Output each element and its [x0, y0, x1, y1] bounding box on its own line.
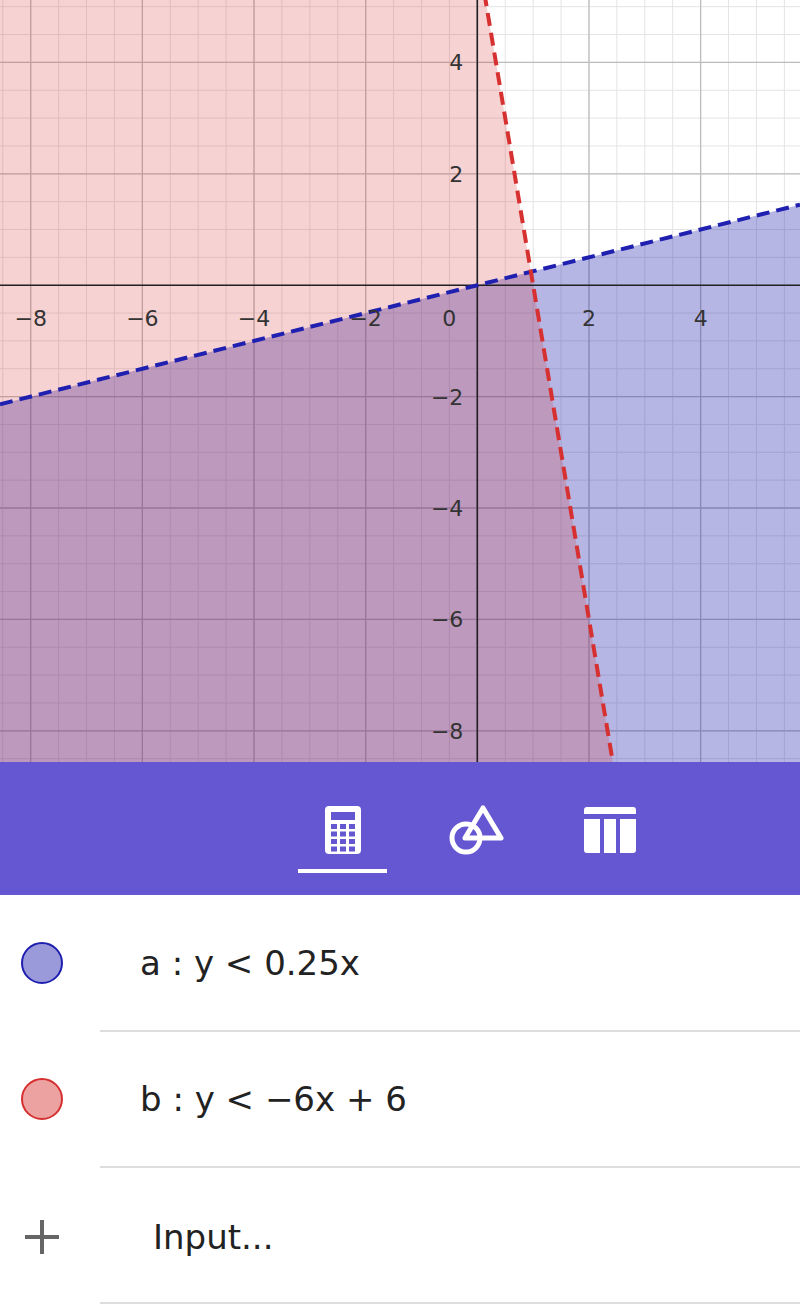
visibility-toggle[interactable] — [22, 1079, 62, 1119]
boundary-line — [0, 0, 800, 762]
inequality-region — [0, 0, 800, 762]
x-tick-label: −2 — [349, 306, 381, 331]
plus-icon — [40, 1220, 44, 1254]
minor-grid — [0, 285, 800, 286]
calculator-key — [340, 839, 346, 844]
calculator-key — [340, 847, 346, 852]
calculator-key — [349, 832, 355, 837]
table-line — [600, 819, 604, 853]
separator — [100, 1030, 800, 1032]
table-icon — [584, 807, 636, 853]
page: −8 −6 −4 −2 0 2 4 −8 −6 −4 −2 2 4 a : y < 0.25x b : y … — [0, 0, 800, 1315]
calculator-key — [331, 839, 337, 844]
calculator-key — [331, 847, 337, 852]
table-tab[interactable] — [584, 807, 636, 853]
boundary-line — [0, 205, 800, 405]
geometry-tab[interactable] — [452, 808, 501, 852]
y-tick-label: 2 — [449, 162, 463, 187]
separator — [100, 1302, 800, 1304]
algebra-list: a : y < 0.25x b : y < −6x + 6 Input... — [22, 943, 800, 1303]
toolbar — [0, 762, 800, 895]
minor-grid — [477, 0, 478, 762]
y-tick-label: −8 — [431, 719, 463, 744]
calculator-key — [340, 832, 346, 837]
y-tick-label: −4 — [431, 496, 463, 521]
input-row[interactable]: Input... — [25, 1217, 800, 1303]
tab-underline — [298, 869, 387, 873]
y-axis — [477, 0, 479, 762]
regions — [0, 0, 800, 762]
separator — [100, 1166, 800, 1168]
x-tick-label: −4 — [238, 306, 270, 331]
y-tick-label: −6 — [431, 607, 463, 632]
algebra-row[interactable]: b : y < −6x + 6 — [22, 1079, 800, 1167]
x-tick-label: −8 — [14, 306, 46, 331]
calculator-key — [349, 847, 355, 852]
y-tick-label: −2 — [431, 385, 463, 410]
toolbar-bg — [0, 762, 800, 895]
tick-labels: −8 −6 −4 −2 0 2 4 −8 −6 −4 −2 2 4 — [14, 50, 707, 743]
calculator-screen — [331, 812, 355, 820]
visibility-toggle[interactable] — [22, 943, 62, 983]
expression: b : y < −6x + 6 — [140, 1079, 407, 1119]
calculator-icon — [325, 806, 361, 854]
expression: a : y < 0.25x — [140, 943, 360, 983]
x-tick-label: 2 — [582, 306, 596, 331]
x-tick-label: 4 — [694, 306, 708, 331]
calculator-key — [349, 839, 355, 844]
table-line — [584, 814, 636, 819]
calculator-key — [331, 824, 337, 829]
algebra-row[interactable]: a : y < 0.25x — [22, 943, 800, 1031]
axes — [0, 0, 800, 762]
grid-line — [477, 0, 478, 762]
calculator-key — [331, 832, 337, 837]
calculator-key — [349, 824, 355, 829]
input-placeholder: Input... — [153, 1217, 273, 1257]
x-tick-label: 0 — [442, 306, 456, 331]
y-tick-label: 4 — [449, 50, 463, 75]
calculator-key — [340, 824, 346, 829]
boundaries — [0, 0, 800, 762]
x-tick-label: −6 — [126, 306, 158, 331]
table-line — [616, 819, 620, 853]
calculator-tab[interactable] — [298, 806, 387, 873]
triangle-icon — [465, 808, 501, 838]
x-axis — [0, 284, 800, 286]
